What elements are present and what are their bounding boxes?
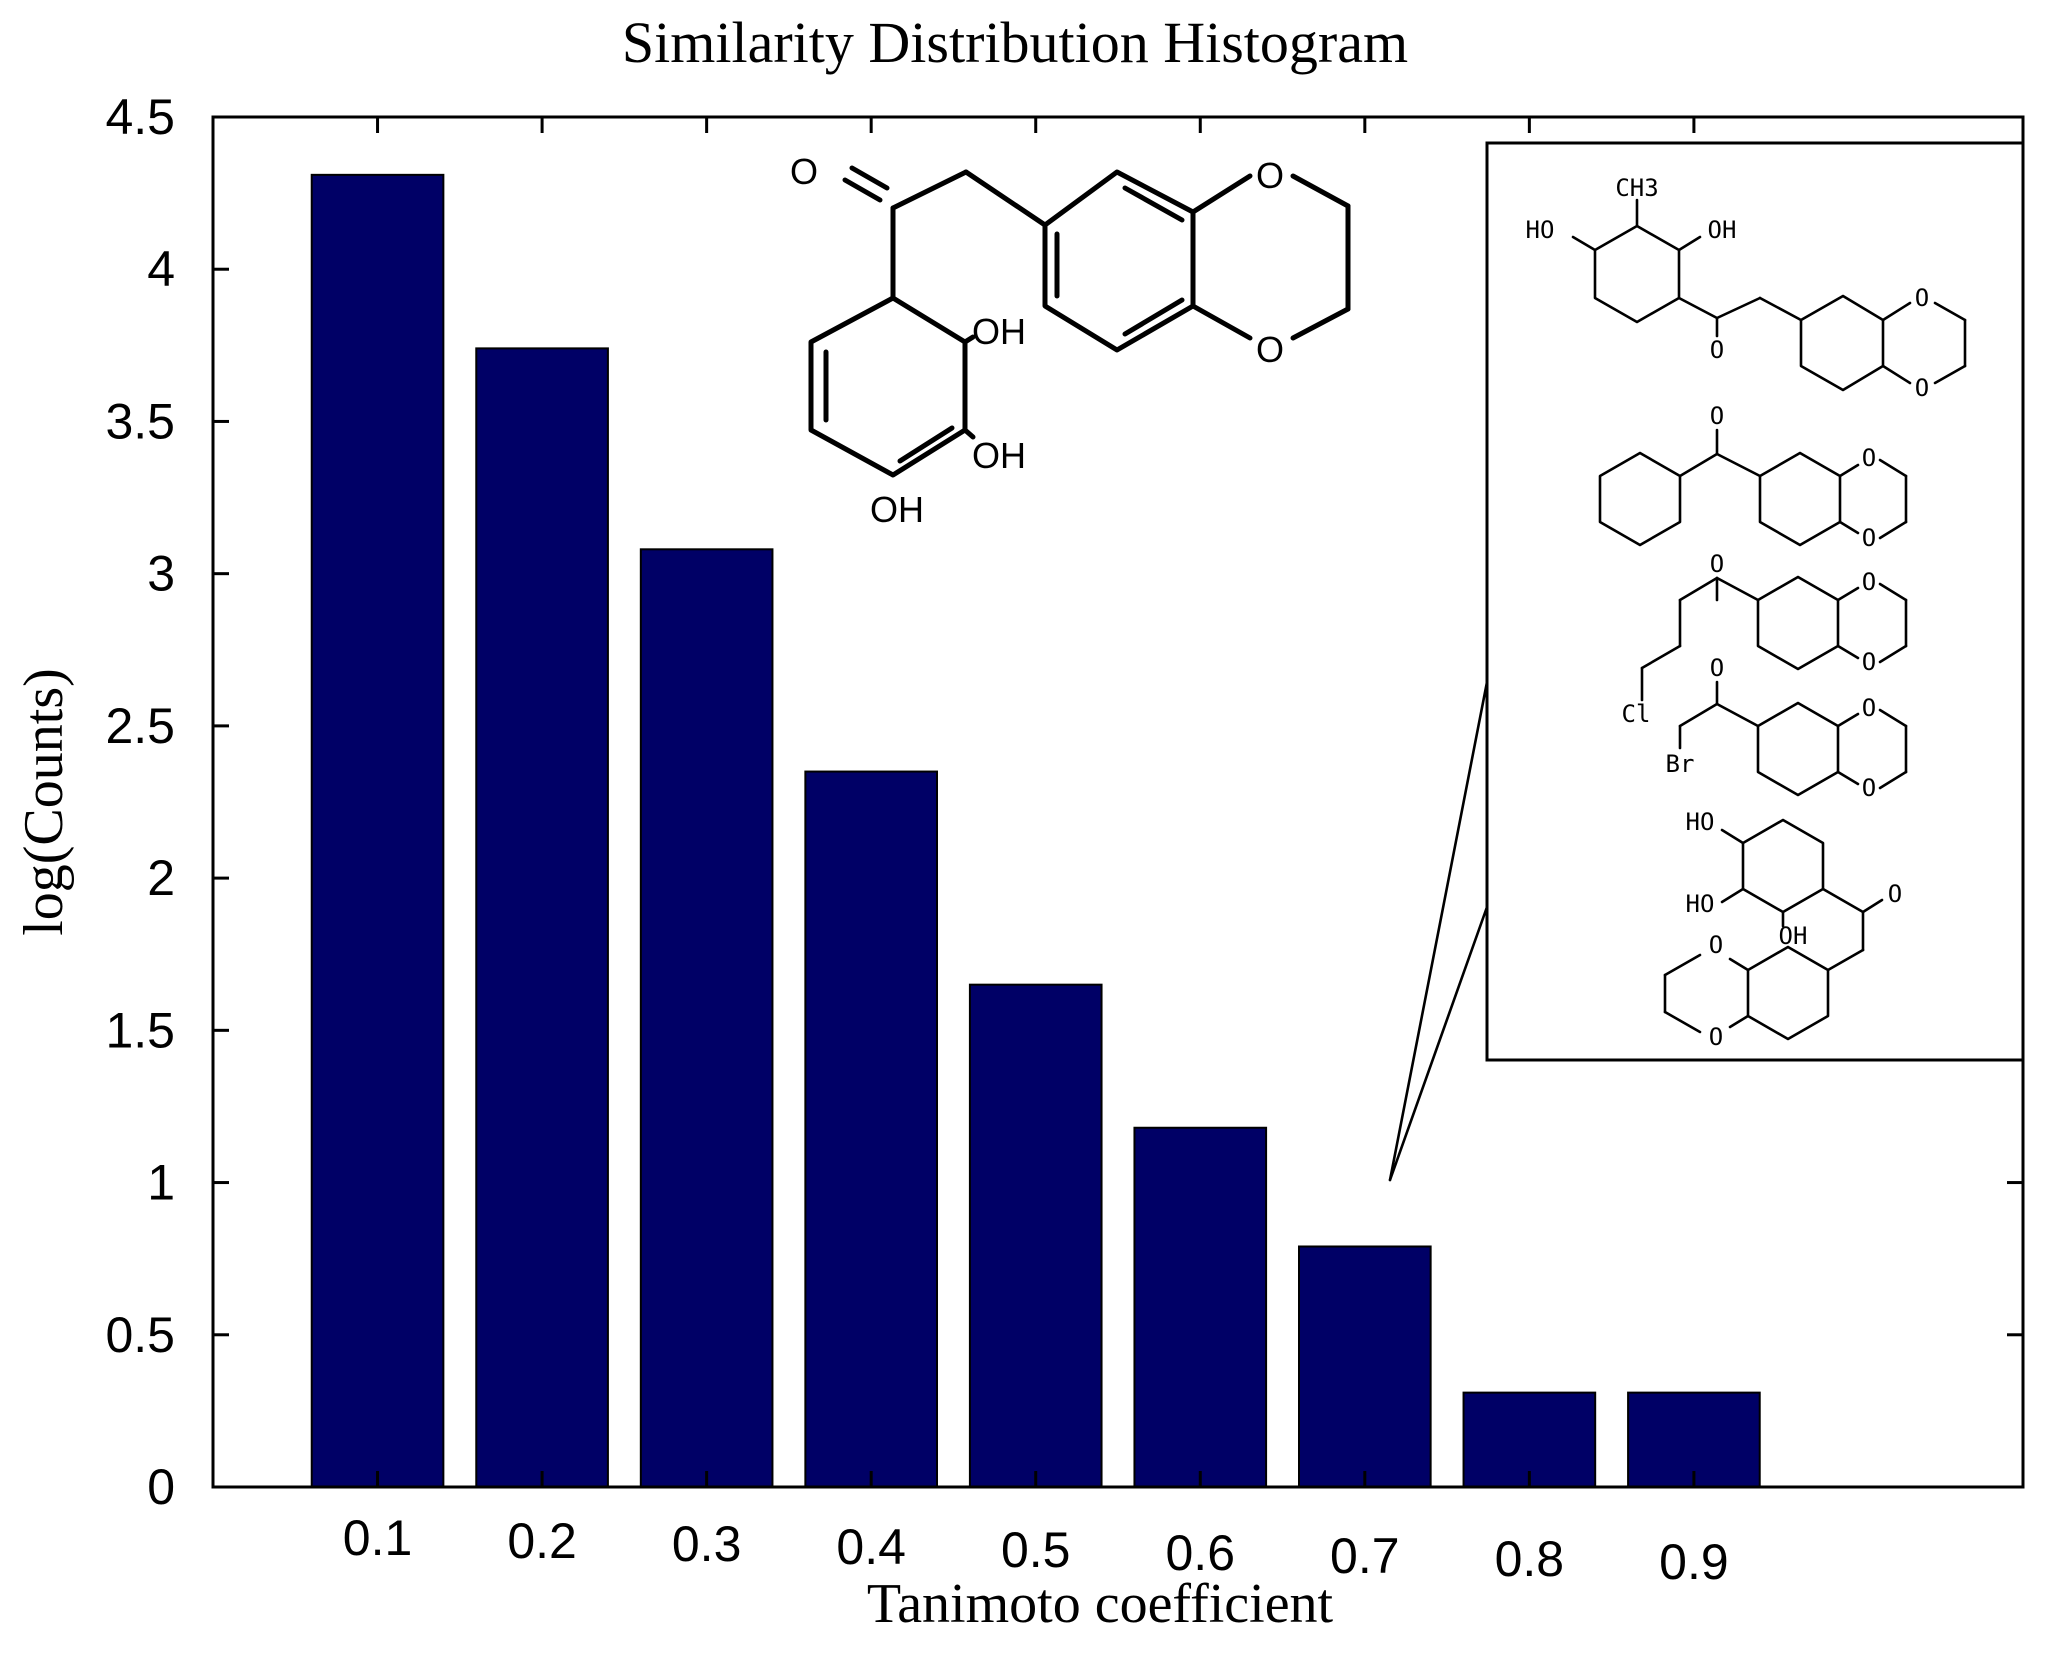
atom-label: O	[1888, 880, 1902, 908]
atom-label: HO	[1686, 808, 1715, 836]
similar-compounds-inset: CH3 HO OH O O O O O O	[1485, 141, 2025, 1062]
bar-0.5	[968, 983, 1103, 1489]
atom-label: O	[1710, 336, 1724, 364]
y-tick-label: 1.5	[105, 1002, 175, 1058]
x-tick-label: 0.6	[1166, 1525, 1236, 1581]
atom-label: CH3	[1615, 174, 1658, 202]
atom-label: O	[1710, 654, 1724, 682]
atom-label: O	[1862, 568, 1876, 596]
bar-0.3	[639, 548, 774, 1488]
atom-label: HO	[1686, 890, 1715, 918]
bar-0.1	[310, 173, 445, 1488]
y-axis-label: log(Counts)	[13, 668, 75, 936]
x-tick-label: 0.9	[1659, 1534, 1729, 1590]
atom-label: OH	[1779, 922, 1808, 950]
inset-structure: O O O	[1598, 402, 1908, 552]
y-tick-label: 0	[147, 1459, 175, 1515]
atom-label: OH	[972, 435, 1026, 476]
atom-label: OH	[1708, 216, 1737, 244]
atom-label: O	[1915, 284, 1929, 312]
y-tick-label: 0.5	[105, 1307, 175, 1363]
atom-label: Cl	[1622, 700, 1651, 728]
bar-0.4	[804, 770, 939, 1488]
y-tick-label: 3	[147, 546, 175, 602]
y-tick-label: 2.5	[105, 698, 175, 754]
atom-label: O	[1710, 550, 1724, 578]
inset-structure: HO HO OH O O O	[1663, 808, 1902, 1051]
chart-title: Similarity Distribution Histogram	[622, 10, 1408, 75]
atom-label: O	[1862, 444, 1876, 472]
y-tick-label: 4.5	[105, 89, 175, 145]
inset-structure: O Br O O	[1666, 654, 1908, 802]
bar-series	[310, 173, 1761, 1489]
callout-line	[1388, 905, 1489, 1182]
x-tick-label: 0.5	[1001, 1522, 1071, 1578]
atom-label: O	[1709, 1023, 1723, 1051]
x-tick-label: 0.8	[1495, 1531, 1565, 1587]
y-tick-label: 3.5	[105, 393, 175, 449]
y-axis-ticks: 0 0.5 1 1.5 2 2.5 3 3.5 4 4.5	[105, 89, 2023, 1515]
atom-label: O	[790, 151, 818, 192]
bar-0.7	[1298, 1245, 1432, 1488]
x-tick-label: 0.3	[672, 1516, 742, 1572]
x-tick-label: 0.2	[507, 1513, 577, 1569]
y-tick-label: 1	[147, 1155, 175, 1211]
atom-label: O	[1862, 694, 1876, 722]
y-tick-label: 2	[147, 850, 175, 906]
atom-label: O	[1256, 155, 1284, 196]
atom-label: O	[1710, 402, 1724, 430]
y-tick-label: 4	[147, 241, 175, 297]
x-tick-label: 0.1	[343, 1510, 413, 1566]
atom-label: O	[1862, 524, 1876, 552]
x-tick-label: 0.4	[836, 1519, 906, 1575]
inset-structure: CH3 HO OH O O O	[1526, 174, 1967, 402]
atom-label: OH	[972, 311, 1026, 352]
atom-label: O	[1862, 648, 1876, 676]
bar-0.6	[1133, 1126, 1268, 1489]
bar-0.2	[475, 347, 609, 1488]
callout-line	[1388, 680, 1489, 1182]
x-axis-ticks: 0.1 0.2 0.3 0.4 0.5 0.6 0.7 0.8 0.9	[343, 117, 1729, 1590]
atom-label: O	[1862, 774, 1876, 802]
atom-label: Br	[1666, 750, 1695, 778]
atom-label: OH	[870, 489, 924, 530]
inset-structure: O O O Cl	[1622, 550, 1908, 728]
atom-label: O	[1709, 931, 1723, 959]
atom-label: HO	[1526, 216, 1555, 244]
atom-label: O	[1256, 329, 1284, 370]
x-axis-label: Tanimoto coefficient	[867, 1573, 1334, 1635]
query-compound-structure: O OH OH OH O O	[790, 151, 1351, 530]
atom-label: O	[1915, 374, 1929, 402]
x-tick-label: 0.7	[1330, 1528, 1400, 1584]
